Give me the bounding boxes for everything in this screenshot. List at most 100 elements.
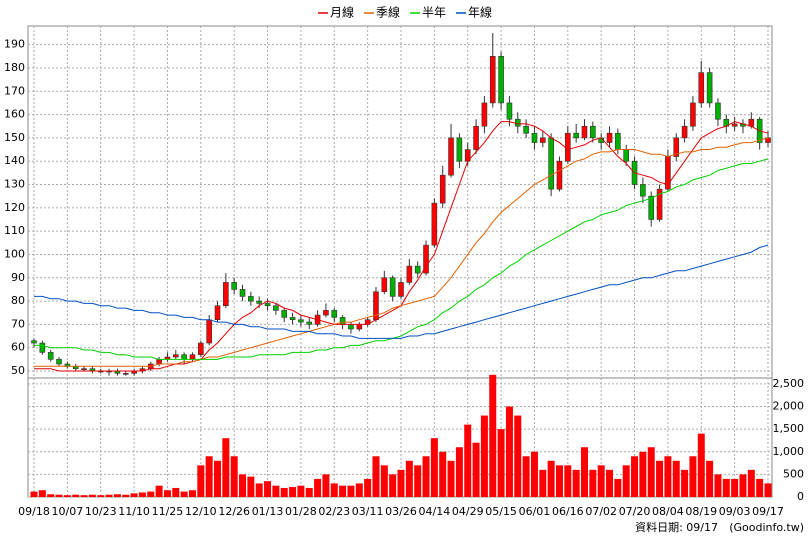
candle-body (556, 160, 563, 190)
candle-body (81, 368, 87, 370)
x-tick-label: 02/23 (318, 505, 350, 518)
y-tick-label: 110 (4, 224, 25, 237)
candle-body (573, 132, 579, 139)
candle-body (565, 132, 571, 162)
volume-bar (280, 487, 288, 497)
candle-body (431, 202, 438, 246)
volume-bar (722, 478, 730, 497)
x-tick-label: 03/26 (385, 505, 417, 518)
candle-body (406, 265, 413, 283)
candle-body (306, 321, 313, 325)
volume-bar (230, 456, 238, 497)
volume-bar (372, 456, 380, 497)
volume-bar (731, 478, 739, 497)
x-tick-label: 10/23 (85, 505, 117, 518)
candle-body (323, 310, 329, 316)
candle-body (731, 123, 738, 127)
volume-bar (564, 465, 572, 497)
y-tick-label: 50 (11, 364, 25, 377)
candle-body (506, 102, 513, 120)
volume-bar (63, 495, 71, 497)
y2-tick-label: 2,500 (773, 377, 805, 390)
candle-body (648, 195, 655, 220)
candle-body (690, 102, 696, 127)
volume-bar (489, 374, 497, 497)
candle-body (423, 244, 429, 274)
x-tick-label: 09/18 (18, 505, 50, 518)
volume-bar (163, 490, 171, 497)
volume-bar (530, 451, 538, 497)
candle-body (481, 102, 488, 127)
candle-body (439, 174, 446, 204)
candle-body (398, 282, 404, 297)
volume-bar (88, 494, 96, 497)
volume-bar (155, 485, 163, 497)
candle-body (548, 137, 554, 190)
x-tick-label: 11/25 (152, 505, 184, 518)
volume-bar (572, 469, 580, 497)
candle-body (189, 354, 196, 360)
y-tick-label: 170 (4, 84, 25, 97)
y-tick-label: 80 (11, 294, 25, 307)
y-tick-label: 180 (4, 61, 25, 74)
candle-body (706, 72, 713, 104)
volume-bar (664, 456, 672, 497)
volume-bar (430, 438, 438, 497)
candle-body (239, 289, 246, 297)
candle-body (389, 277, 396, 297)
volume-bar (631, 456, 639, 497)
volume-bar (672, 460, 680, 497)
candle-body (248, 296, 254, 302)
volume-bar (581, 447, 588, 497)
y-tick-label: 130 (4, 178, 25, 191)
x-tick-label: 01/28 (285, 505, 317, 518)
candle-body (656, 188, 663, 220)
volume-bar (138, 492, 146, 497)
volume-bar (422, 456, 430, 497)
volume-bar (105, 494, 113, 497)
volume-bar (339, 485, 347, 497)
volume-bar (589, 469, 597, 497)
candle-body (498, 56, 504, 104)
volume-bar (239, 474, 247, 497)
volume-bar (364, 478, 372, 497)
candle-body (590, 125, 596, 139)
volume-bar (397, 469, 405, 497)
y2-tick-label: 1,500 (773, 422, 805, 435)
candle-body (331, 310, 338, 318)
volume-bar (113, 494, 121, 497)
ma-line (34, 158, 769, 360)
y-tick-label: 160 (4, 108, 25, 121)
volume-bar (747, 469, 755, 497)
candle-body (456, 137, 463, 162)
x-tick-label: 05/15 (485, 505, 517, 518)
y-tick-label: 140 (4, 154, 25, 167)
x-tick-label: 08/04 (652, 505, 684, 518)
volume-bar (464, 424, 472, 497)
x-tick-label: 04/14 (419, 505, 451, 518)
y-tick-label: 120 (4, 201, 25, 214)
volume-bar (172, 487, 180, 497)
candle-body (206, 319, 212, 344)
volume-bar (347, 485, 355, 497)
legend-label: 年線 (468, 5, 492, 20)
volume-bar (614, 478, 622, 497)
volume-bar (555, 465, 563, 497)
candle-body (256, 300, 263, 304)
volume-bar (255, 483, 263, 497)
volume-bar (197, 465, 205, 497)
y2-tick-label: 0 (797, 490, 804, 503)
candle-body (281, 310, 288, 318)
volume-bar (38, 490, 46, 497)
x-tick-label: 09/17 (752, 505, 784, 518)
y2-tick-label: 500 (783, 467, 804, 480)
volume-bar (214, 460, 221, 497)
volume-bar (480, 415, 488, 497)
candle-body (298, 319, 304, 323)
candle-body (473, 125, 479, 150)
volume-bar (597, 465, 605, 497)
volume-bar (55, 494, 63, 497)
volume-bar (130, 493, 138, 497)
candle-body (623, 149, 630, 162)
candle-body (156, 359, 162, 365)
